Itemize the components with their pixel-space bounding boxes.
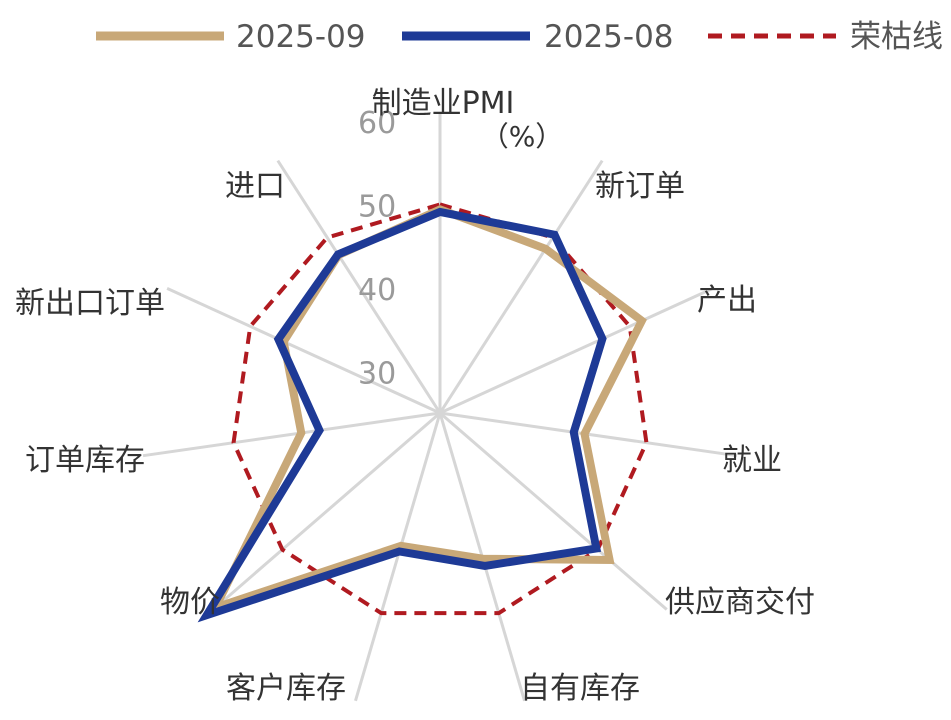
spoke-10 xyxy=(276,159,442,414)
category-label-3: 就业 xyxy=(722,443,782,478)
radar-series xyxy=(197,202,649,623)
tick-label-50: 50 xyxy=(358,189,396,224)
series-2025-09 xyxy=(207,205,647,615)
category-label-5: 自有库存 xyxy=(520,671,640,706)
category-label-10: 进口 xyxy=(225,169,285,204)
spoke-9 xyxy=(166,287,441,415)
category-label-7: 物价 xyxy=(160,585,220,620)
legend-label-0: 2025-09 xyxy=(236,19,366,55)
spoke-7 xyxy=(212,411,441,611)
spoke-2 xyxy=(439,287,714,415)
spoke-1 xyxy=(438,159,604,414)
tick-label-40: 40 xyxy=(358,273,396,308)
tick-label-60: 60 xyxy=(358,106,396,141)
category-label-2: 产出 xyxy=(697,283,757,318)
series-rongku-line xyxy=(231,202,649,616)
tick-label-30: 30 xyxy=(358,356,396,391)
radial-tick-labels: 30 40 50 60 xyxy=(358,106,396,391)
legend: 2025-09 2025-08 荣枯线 xyxy=(96,19,943,55)
category-label-0: 制造业PMI xyxy=(372,86,515,121)
legend-label-1: 2025-08 xyxy=(544,19,674,55)
legend-label-2: 荣枯线 xyxy=(850,19,943,55)
category-label-6: 客户库存 xyxy=(226,671,346,706)
series-2025-08 xyxy=(197,207,607,623)
spoke-8 xyxy=(142,411,441,458)
axis-unit-label: （%） xyxy=(481,120,564,153)
category-label-4: 供应商交付 xyxy=(665,585,815,620)
category-label-8: 订单库存 xyxy=(25,443,145,478)
category-label-1: 新订单 xyxy=(595,169,685,204)
spoke-4 xyxy=(439,411,668,611)
spoke-6 xyxy=(354,412,442,702)
category-label-9: 新出口订单 xyxy=(15,286,165,321)
